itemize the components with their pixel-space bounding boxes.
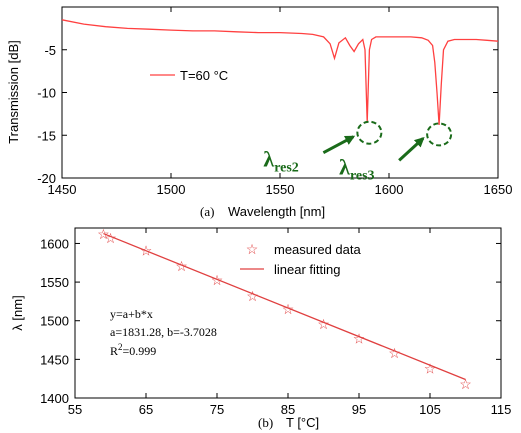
x-tick-label-b: 115	[491, 402, 512, 417]
axis-ticks-a: 1450 1500 1550 1600 1650 -5 -10 -15 -20	[37, 7, 512, 197]
y-tick-label-b: 1450	[40, 352, 69, 367]
measured-point: ☆	[140, 244, 153, 259]
measured-point: ☆	[353, 333, 366, 348]
resonance-annotations: λres2 λres3	[263, 120, 453, 183]
y-tick-label-a: -10	[37, 86, 56, 101]
x-tick-label-a: 1550	[266, 182, 295, 197]
fit-r-squared-r: R	[110, 344, 118, 358]
y-tick-label-a: -20	[37, 171, 56, 186]
x-tick-label-a: 1650	[484, 182, 513, 197]
resonance-arrow	[322, 135, 356, 155]
resonance-label-sub: res2	[274, 161, 299, 176]
x-tick-label-b: 55	[68, 402, 82, 417]
fit-equation: y=a+b*x	[110, 307, 153, 321]
y-tick-label-a: -15	[37, 128, 56, 143]
x-tick-label-a: 1500	[157, 182, 186, 197]
measured-point: ☆	[175, 260, 188, 275]
y-axis-label-a: Transmission [dB]	[6, 40, 21, 144]
x-tick-label-b: 105	[419, 402, 441, 417]
panel-label-b: (b)	[258, 415, 273, 430]
measured-point: ☆	[388, 347, 401, 362]
y-tick-label-b: 1550	[40, 275, 69, 290]
x-tick-label-a: 1600	[375, 182, 404, 197]
panel-a: 1450 1500 1550 1600 1650 -5 -10 -15 -20 Transmis…	[6, 6, 512, 219]
x-axis-label-a: Wavelength [nm]	[228, 204, 325, 219]
measured-point: ☆	[424, 363, 437, 378]
legend-label-a: T=60 °C	[180, 68, 228, 83]
series-b: ☆☆☆☆☆☆☆☆☆☆☆☆	[97, 228, 472, 393]
x-tick-label-b: 95	[352, 402, 366, 417]
x-tick-label-b: 65	[139, 402, 153, 417]
measured-point: ☆	[97, 228, 110, 243]
linear-fit-line	[103, 232, 466, 381]
x-axis-label-b: T [°C]	[286, 415, 319, 430]
measured-point: ☆	[317, 318, 330, 333]
measured-point: ☆	[282, 303, 295, 318]
fit-r-squared-value: =0.999	[123, 344, 157, 358]
resonance-label: λres2	[263, 147, 298, 176]
resonance-label-sub: res3	[350, 168, 375, 183]
measured-point: ☆	[211, 274, 224, 289]
x-tick-label-b: 75	[210, 402, 224, 417]
resonance-circle	[356, 120, 383, 145]
panel-b: 55 65 75 85 95 105 115 1400 1450 1500 1550 1600 λ […	[10, 227, 511, 430]
legend-marker-measured: ☆	[246, 243, 259, 258]
x-tick-label-b: 85	[281, 402, 295, 417]
measured-point: ☆	[104, 232, 117, 247]
resonance-label-lambda: λ	[339, 154, 350, 179]
series-a	[61, 19, 499, 126]
fit-coefficients: a=1831.28, b=-3.7028	[110, 325, 217, 339]
measured-point: ☆	[246, 290, 259, 305]
axis-ticks-b: 55 65 75 85 95 105 115 1400 1450 1500 1550 1600	[40, 228, 511, 417]
panel-label-a: (a)	[200, 204, 214, 219]
legend-label-measured: measured data	[274, 242, 361, 257]
transmission-line	[61, 19, 499, 126]
y-tick-label-b: 1400	[40, 391, 69, 406]
fit-r-squared-exp: 2	[118, 342, 123, 352]
resonance-label-lambda: λ	[263, 147, 274, 172]
y-tick-label-b: 1500	[40, 314, 69, 329]
resonance-label: λres3	[339, 154, 374, 183]
fit-r-squared: R2=0.999	[110, 342, 156, 358]
resonance-arrow	[398, 137, 425, 162]
x-tick-label-a: 1450	[48, 182, 77, 197]
legend-label-fit: linear fitting	[274, 262, 340, 277]
resonance-circle	[426, 122, 453, 147]
measured-point: ☆	[459, 378, 472, 393]
y-axis-label-b: λ [nm]	[10, 295, 25, 330]
y-tick-label-b: 1600	[40, 236, 69, 251]
y-tick-label-a: -5	[44, 43, 56, 58]
